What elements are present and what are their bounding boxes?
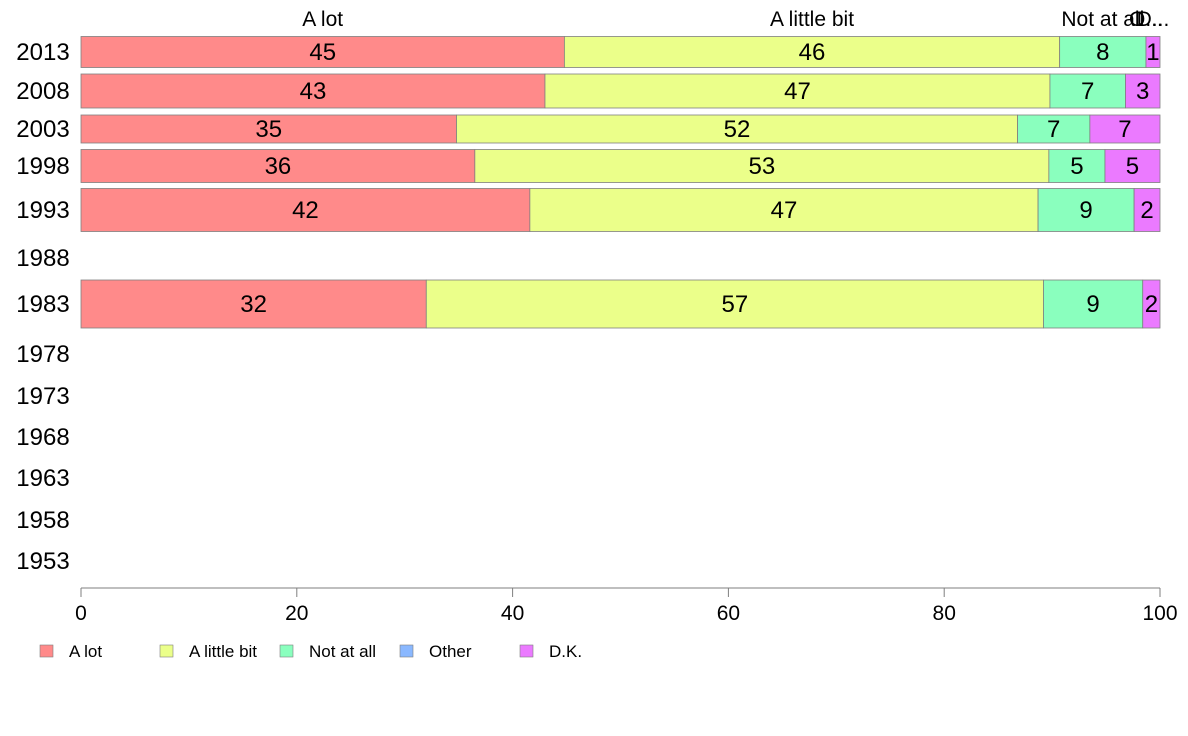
data-label: 8 (1096, 39, 1109, 66)
bar-segment-a-little-bit (456, 114, 1018, 144)
bar-segment-d-k (1142, 279, 1161, 329)
y-tick-label: 1993 (16, 197, 69, 224)
data-label: 7 (1081, 78, 1094, 105)
bar-segment-not-at-all (1049, 73, 1126, 109)
bar-segment-a-little-bit (425, 279, 1044, 329)
data-label: 46 (799, 39, 826, 66)
data-label: 43 (300, 78, 327, 105)
bar-segment-not-at-all (1048, 149, 1106, 183)
data-label: 7 (1047, 116, 1060, 143)
data-label: 35 (255, 116, 282, 143)
bar-segment-d-k (1125, 73, 1161, 109)
data-label: 47 (784, 78, 811, 105)
legend-label: A lot (69, 642, 102, 661)
bar-segment-not-at-all (1017, 114, 1091, 144)
data-label: 5 (1126, 153, 1139, 180)
top-series-label: D... (1137, 8, 1170, 31)
top-series-label: A lot (302, 8, 343, 31)
legend-swatch (159, 644, 174, 658)
data-label: 57 (722, 291, 749, 318)
y-tick-label: 1953 (16, 548, 69, 575)
bar-segment-a-little-bit (474, 149, 1050, 183)
x-tick-label: 40 (501, 602, 524, 625)
data-label: 36 (265, 153, 292, 180)
y-tick-label: 1968 (16, 424, 69, 451)
y-tick-label: 1978 (16, 341, 69, 368)
x-tick-label: 0 (75, 602, 87, 625)
x-tick-label: 60 (717, 602, 740, 625)
legend-swatch (519, 644, 534, 658)
bar-segment-d-k (1104, 149, 1161, 183)
bar-segment-a-little-bit (563, 36, 1061, 68)
data-label: 52 (724, 116, 751, 143)
y-tick-label: 2003 (16, 116, 69, 143)
data-label: 53 (748, 153, 775, 180)
x-tick-label: 20 (285, 602, 308, 625)
bar-segment-d-k (1145, 36, 1161, 68)
y-tick-label: 1998 (16, 153, 69, 180)
bar-segment-a-lot (80, 36, 565, 68)
legend-swatch (279, 644, 294, 658)
data-label: 9 (1079, 197, 1092, 224)
data-label: 32 (240, 291, 267, 318)
data-label: 9 (1086, 291, 1099, 318)
data-label: 47 (771, 197, 798, 224)
bar-segment-not-at-all (1059, 36, 1147, 68)
top-series-label: A little bit (770, 8, 854, 31)
bar-segment-a-lot (80, 188, 531, 232)
legend-label: D.K. (549, 642, 582, 661)
data-label: 2 (1140, 197, 1153, 224)
bar-segment-a-lot (80, 73, 546, 109)
legend-swatch (399, 644, 414, 658)
bar-segment-not-at-all (1043, 279, 1144, 329)
data-label: 1 (1146, 39, 1159, 66)
y-tick-label: 1958 (16, 507, 69, 534)
x-tick-label: 100 (1142, 602, 1177, 625)
legend-label: Not at all (309, 642, 376, 661)
top-series-label: Not at all (1061, 8, 1144, 31)
y-tick-label: 2008 (16, 78, 69, 105)
x-tick-label: 80 (933, 602, 956, 625)
y-tick-label: 1988 (16, 245, 69, 272)
legend-label: Other (429, 642, 472, 661)
y-tick-label: 1983 (16, 291, 69, 318)
bar-segment-a-little-bit (544, 73, 1051, 109)
data-label: 5 (1070, 153, 1083, 180)
y-tick-label: 1963 (16, 465, 69, 492)
bar-segment-a-lot (80, 114, 457, 144)
bar-segment-d-k (1089, 114, 1161, 144)
data-label: 45 (309, 39, 336, 66)
legend-swatch (39, 644, 54, 658)
bar-segment-a-lot (80, 279, 427, 329)
data-label: 42 (292, 197, 319, 224)
bar-segment-d-k (1133, 188, 1161, 232)
bar-segment-a-little-bit (529, 188, 1039, 232)
top-series-label: O... (1129, 8, 1163, 31)
y-tick-label: 1973 (16, 383, 69, 410)
data-label: 3 (1136, 78, 1149, 105)
legend-label: A little bit (189, 642, 257, 661)
bar-segment-a-lot (80, 149, 476, 183)
data-label: 2 (1145, 291, 1158, 318)
y-tick-label: 2013 (16, 39, 69, 66)
data-label: 7 (1118, 116, 1131, 143)
bar-segment-not-at-all (1037, 188, 1135, 232)
